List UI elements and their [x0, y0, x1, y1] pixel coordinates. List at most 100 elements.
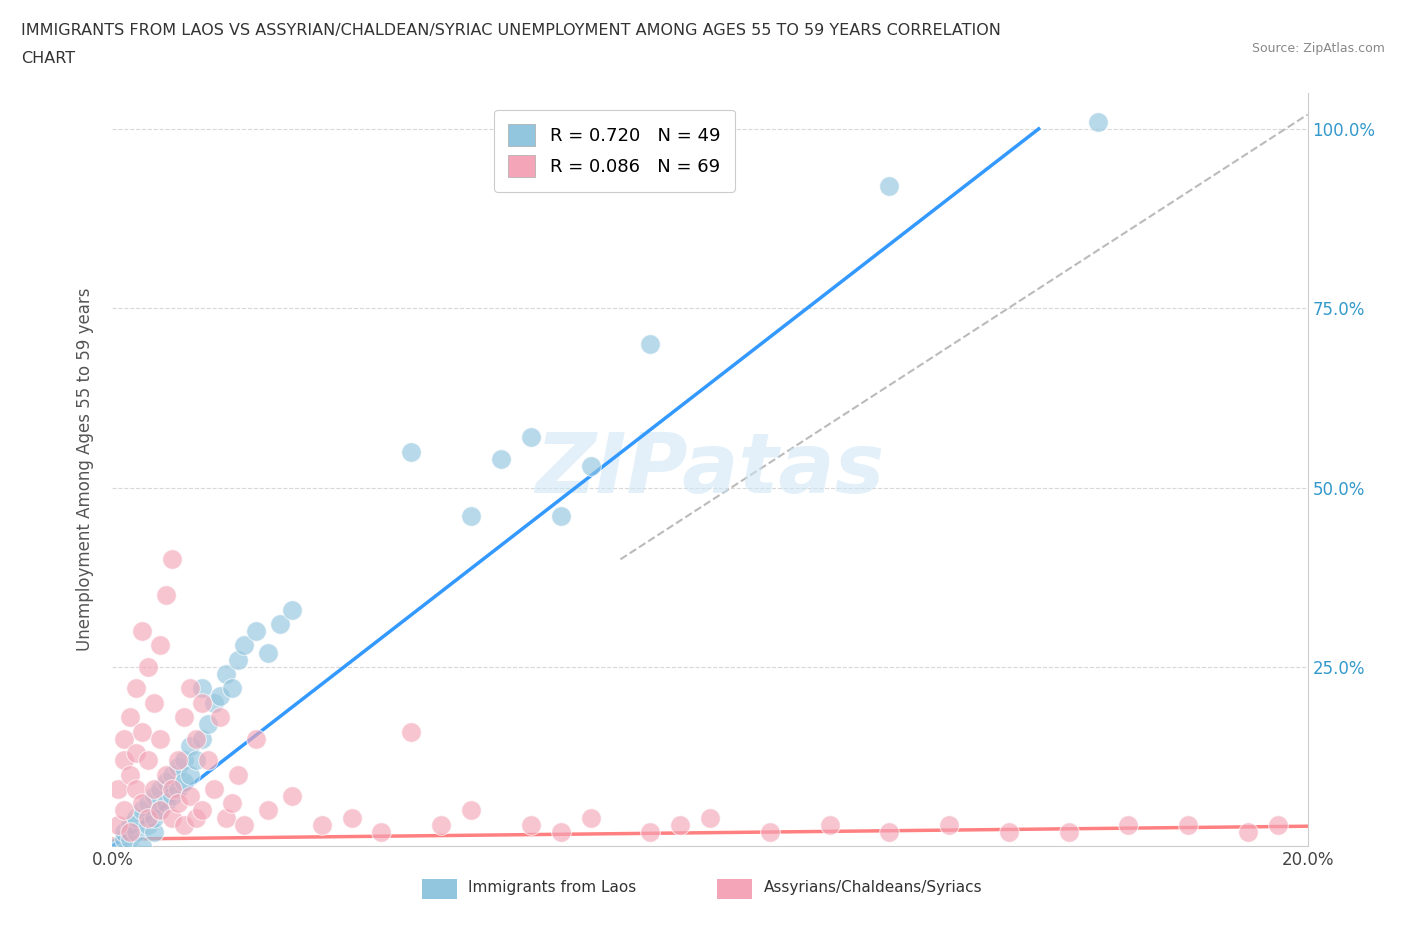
Point: [120, 831, 142, 846]
Point: [167, 760, 190, 775]
Point: [257, 803, 280, 817]
Point: [281, 602, 304, 617]
Point: [120, 817, 142, 832]
Point: [173, 775, 195, 790]
Point: [186, 731, 208, 746]
Y-axis label: Unemployment Among Ages 55 to 59 years: Unemployment Among Ages 55 to 59 years: [76, 288, 94, 651]
Point: [669, 817, 692, 832]
Point: [173, 710, 195, 724]
Point: [281, 789, 304, 804]
Point: [167, 796, 190, 811]
Point: [114, 731, 135, 746]
Point: [209, 688, 232, 703]
Point: [125, 746, 148, 761]
Point: [489, 451, 512, 466]
Point: [579, 810, 602, 825]
Point: [370, 825, 392, 840]
Point: [550, 825, 572, 840]
Point: [143, 789, 166, 804]
Point: [125, 825, 148, 840]
Point: [215, 667, 238, 682]
Point: [759, 825, 782, 840]
Point: [149, 803, 172, 817]
Point: [114, 831, 135, 846]
Point: [245, 624, 267, 639]
Point: [215, 810, 238, 825]
Point: [202, 696, 225, 711]
Point: [191, 696, 214, 711]
Point: [149, 731, 172, 746]
Point: [107, 781, 129, 796]
Point: [138, 817, 160, 832]
Point: [155, 796, 177, 811]
Text: Immigrants from Laos: Immigrants from Laos: [468, 880, 637, 895]
Point: [131, 803, 153, 817]
Point: [125, 781, 148, 796]
Point: [131, 839, 153, 854]
Point: [131, 624, 153, 639]
Point: [640, 337, 662, 352]
Point: [179, 738, 201, 753]
Text: ZIPatas: ZIPatas: [536, 429, 884, 511]
Point: [460, 803, 482, 817]
Point: [579, 458, 602, 473]
Point: [131, 796, 153, 811]
Point: [226, 652, 249, 667]
Point: [167, 781, 190, 796]
Point: [401, 724, 423, 739]
Point: [143, 825, 166, 840]
Point: [149, 803, 172, 817]
Point: [162, 810, 183, 825]
Point: [233, 817, 256, 832]
Point: [162, 551, 183, 566]
Point: [401, 445, 423, 459]
Text: Source: ZipAtlas.com: Source: ZipAtlas.com: [1251, 42, 1385, 55]
Point: [520, 817, 543, 832]
Point: [226, 767, 249, 782]
Point: [879, 179, 901, 193]
Point: [120, 825, 142, 840]
Point: [938, 817, 960, 832]
Point: [1237, 825, 1260, 840]
Point: [191, 731, 214, 746]
Point: [125, 810, 148, 825]
Point: [879, 825, 901, 840]
Point: [143, 696, 166, 711]
Point: [162, 767, 183, 782]
Point: [1057, 825, 1080, 840]
Point: [162, 781, 183, 796]
Text: IMMIGRANTS FROM LAOS VS ASSYRIAN/CHALDEAN/SYRIAC UNEMPLOYMENT AMONG AGES 55 TO 5: IMMIGRANTS FROM LAOS VS ASSYRIAN/CHALDEA…: [21, 23, 1001, 38]
Point: [162, 789, 183, 804]
Point: [114, 752, 135, 767]
Point: [138, 810, 160, 825]
Point: [699, 810, 721, 825]
Point: [191, 681, 214, 696]
Text: CHART: CHART: [21, 51, 75, 66]
Point: [818, 817, 841, 832]
Point: [191, 803, 214, 817]
Point: [430, 817, 453, 832]
Point: [120, 710, 142, 724]
Point: [269, 617, 291, 631]
Point: [107, 817, 129, 832]
Point: [1267, 817, 1289, 832]
Point: [179, 789, 201, 804]
Point: [155, 767, 177, 782]
Point: [245, 731, 267, 746]
Point: [138, 659, 160, 674]
Point: [197, 717, 219, 732]
Point: [173, 752, 195, 767]
Point: [179, 681, 201, 696]
Point: [173, 817, 195, 832]
Point: [167, 752, 190, 767]
Point: [186, 752, 208, 767]
Point: [1118, 817, 1140, 832]
Point: [114, 825, 135, 840]
Point: [138, 796, 160, 811]
Point: [149, 781, 172, 796]
Point: [520, 430, 543, 445]
Point: [1177, 817, 1199, 832]
Point: [179, 767, 201, 782]
Point: [114, 803, 135, 817]
Point: [131, 724, 153, 739]
